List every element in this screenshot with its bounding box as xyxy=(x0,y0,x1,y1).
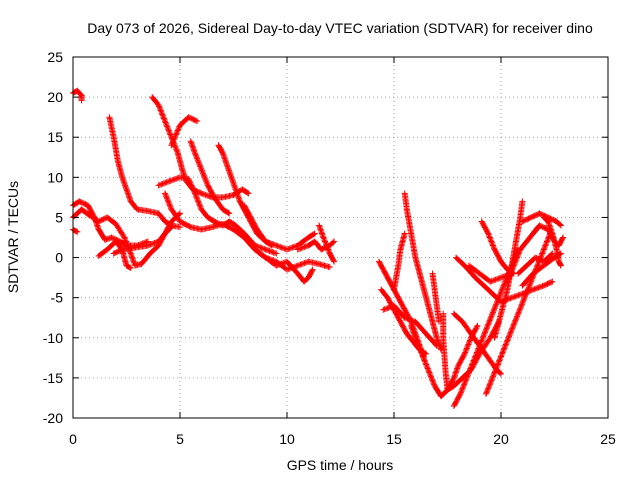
y-tick-label: 15 xyxy=(47,129,63,145)
data-marker-path xyxy=(380,302,440,349)
data-marker-path xyxy=(316,222,338,265)
y-tick-label: -20 xyxy=(43,410,63,426)
x-tick-label: 15 xyxy=(386,431,402,447)
y-tick-label: 5 xyxy=(55,209,63,225)
series-arc24 xyxy=(429,270,442,325)
y-tick-label: -5 xyxy=(51,290,64,306)
series-arc07 xyxy=(110,224,175,257)
series-arc34 xyxy=(515,250,556,277)
data-marker-path xyxy=(429,270,442,325)
data-marker-path xyxy=(519,250,564,289)
x-axis-title: GPS time / hours xyxy=(287,457,394,473)
series-arc14 xyxy=(241,202,318,253)
data-marker-path xyxy=(251,246,316,285)
x-tick-label: 20 xyxy=(493,431,509,447)
series-arc20 xyxy=(380,302,440,349)
y-tick-label: 0 xyxy=(55,250,63,266)
chart-title: Day 073 of 2026, Sidereal Day-to-day VTE… xyxy=(87,20,593,36)
series-arc15 xyxy=(251,246,316,285)
data-marker-path xyxy=(187,138,233,217)
series-arc22 xyxy=(401,190,445,353)
data-marker-path xyxy=(515,250,556,277)
series-arc17 xyxy=(316,222,338,265)
x-tick-label: 25 xyxy=(600,431,616,447)
data-marker-path xyxy=(401,190,445,353)
axis-ticks: 0 5 10 15 20 25 -20 -15 -10 -5 0 5 10 15 20 25 xyxy=(43,49,616,447)
series-arc06 xyxy=(106,114,183,231)
series-arc12 xyxy=(187,138,233,217)
data-marker-path xyxy=(391,230,408,293)
y-tick-label: 10 xyxy=(47,169,63,185)
data-marker-path xyxy=(241,202,318,253)
series-arc21 xyxy=(391,230,408,293)
x-tick-label: 10 xyxy=(279,431,295,447)
y-tick-label: 25 xyxy=(47,49,63,65)
y-tick-label: 20 xyxy=(47,89,63,105)
data-points xyxy=(70,87,567,409)
series-arc11 xyxy=(168,114,201,149)
x-tick-label: 5 xyxy=(176,431,184,447)
data-marker-path xyxy=(168,114,201,149)
x-tick-label: 0 xyxy=(69,431,77,447)
series-arc38 xyxy=(519,250,564,289)
data-marker-path xyxy=(106,114,183,231)
y-axis-title: SDTVAR / TECUs xyxy=(5,181,21,293)
data-marker-path xyxy=(110,224,175,257)
plot-frame xyxy=(72,56,609,419)
y-tick-label: -10 xyxy=(43,330,63,346)
y-tick-label: -15 xyxy=(43,370,63,386)
